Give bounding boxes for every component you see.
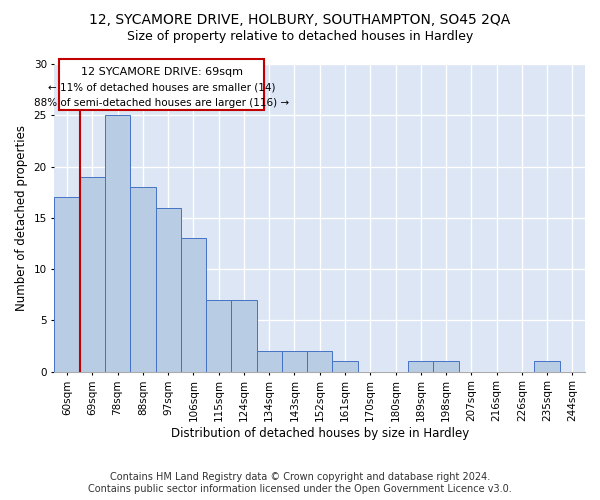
Bar [231, 300, 257, 372]
Text: 12, SYCAMORE DRIVE, HOLBURY, SOUTHAMPTON, SO45 2QA: 12, SYCAMORE DRIVE, HOLBURY, SOUTHAMPTON… [89, 12, 511, 26]
Text: Size of property relative to detached houses in Hardley: Size of property relative to detached ho… [127, 30, 473, 43]
Text: 88% of semi-detached houses are larger (116) →: 88% of semi-detached houses are larger (… [34, 98, 289, 108]
Bar [257, 351, 282, 372]
Text: Contains HM Land Registry data © Crown copyright and database right 2024.
Contai: Contains HM Land Registry data © Crown c… [88, 472, 512, 494]
X-axis label: Distribution of detached houses by size in Hardley: Distribution of detached houses by size … [170, 427, 469, 440]
Bar [307, 351, 332, 372]
Bar [332, 362, 358, 372]
Bar [55, 198, 80, 372]
Bar [282, 351, 307, 372]
Bar [130, 187, 155, 372]
Bar [408, 362, 433, 372]
Bar [105, 116, 130, 372]
Bar [535, 362, 560, 372]
Bar [206, 300, 231, 372]
Bar [80, 177, 105, 372]
Y-axis label: Number of detached properties: Number of detached properties [15, 125, 28, 311]
Text: 12 SYCAMORE DRIVE: 69sqm: 12 SYCAMORE DRIVE: 69sqm [81, 66, 243, 76]
Bar [433, 362, 458, 372]
Bar [155, 208, 181, 372]
Bar [181, 238, 206, 372]
FancyBboxPatch shape [59, 59, 264, 110]
Text: ← 11% of detached houses are smaller (14): ← 11% of detached houses are smaller (14… [48, 82, 275, 92]
